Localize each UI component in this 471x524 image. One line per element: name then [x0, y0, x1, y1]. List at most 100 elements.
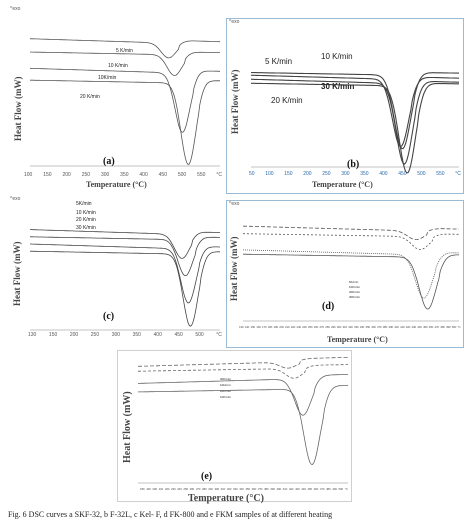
x-tick: 410 — [282, 487, 288, 491]
x-tick: 200 — [69, 332, 79, 338]
x-tick: °C — [344, 487, 348, 491]
x-tick: 240 — [177, 487, 182, 491]
x-tick-labels: 130 150 200 250 300 350 400 450 500 °C — [28, 332, 222, 338]
series-line — [243, 233, 459, 251]
x-tick: 320 — [226, 487, 232, 491]
x-axis-label: Temperature (°C) — [327, 335, 388, 344]
x-tick: 430 — [295, 487, 300, 491]
x-tick: 160 — [256, 325, 261, 329]
x-tick-labels: 180 190 200 210 220 230 240 250 260 270 … — [140, 487, 348, 491]
panel-label: (d) — [322, 301, 335, 312]
series-label: 30 K/min — [76, 225, 96, 231]
x-tick: 280 — [202, 487, 207, 491]
x-tick: 300 — [214, 487, 219, 491]
series-line — [251, 82, 460, 174]
x-tick: 500 — [451, 325, 457, 329]
series-line — [30, 79, 220, 165]
series-line — [250, 78, 459, 165]
series-line — [243, 253, 460, 310]
series-label: 30 K/min — [321, 82, 354, 91]
x-tick: 300 — [100, 172, 110, 178]
series-line — [138, 364, 348, 379]
x-tick: 100 — [24, 172, 33, 178]
series-label: 30K/min — [220, 377, 231, 381]
chart-plot-e: 30K/min 10k/min 20K/min 10K/min — [138, 356, 349, 484]
x-tick: 400 — [394, 325, 399, 329]
x-tick: 440 — [417, 325, 422, 329]
x-tick: 400 — [379, 171, 388, 177]
x-tick: 250 — [90, 332, 100, 338]
x-tick-labels: 130 140 150 160 170 180 190 200 210 220 … — [239, 325, 461, 329]
x-tick: 470 — [434, 325, 440, 329]
x-tick: 150 — [48, 332, 58, 338]
x-tick: 150 — [250, 325, 256, 329]
x-tick: 500 — [417, 171, 426, 177]
chart-panel-a: ^exo Heat Flow (mW) 5 K/min 10 K/min 10K/m… — [8, 6, 226, 192]
x-tick: 300 — [336, 325, 342, 329]
x-tick: 360 — [371, 325, 376, 329]
x-tick-labels: 50 100 150 200 250 300 350 400 450 500 5… — [249, 171, 461, 177]
chart-plot-b: 5 K/min 10 K/min 20 K/min 30 K/min — [250, 52, 460, 174]
x-tick: 250 — [183, 487, 188, 491]
x-tick: 280 — [325, 325, 330, 329]
series-label: 10 K/min — [108, 63, 128, 69]
x-tick: 200 — [152, 487, 157, 491]
series-line — [29, 67, 220, 133]
series-label: 10K/min — [349, 285, 360, 289]
x-tick: 340 — [239, 487, 244, 491]
x-tick: 210 — [158, 487, 164, 491]
x-tick: 490 — [332, 487, 337, 491]
x-tick: 350 — [132, 332, 141, 338]
x-tick: 450 — [398, 171, 407, 177]
chart-panel-b: ^exo Heat Flow (mW) 5 K/min 10 K/min 20 K/… — [226, 18, 464, 194]
series-line — [138, 356, 349, 369]
x-tick: 360 — [251, 487, 257, 491]
x-tick: 340 — [359, 325, 365, 329]
x-tick: 470 — [319, 487, 325, 491]
chart-panel-c: ^exo Heat Flow (mW) 5K/min 10 K/min 20 K/m… — [8, 196, 226, 346]
x-tick: 200 — [62, 172, 71, 178]
x-tick: 330 — [354, 325, 359, 329]
x-tick: 190 — [146, 487, 151, 491]
series-label: 20 K/min — [80, 94, 100, 100]
panel-label: (a) — [103, 156, 115, 167]
exo-mark: ^exo — [10, 196, 21, 202]
x-tick: °C — [216, 172, 222, 178]
x-tick: 240 — [302, 325, 307, 329]
x-axis-label: Temperature (°C) — [312, 180, 373, 189]
x-tick: 350 — [360, 171, 369, 177]
x-tick: 300 — [111, 332, 121, 338]
exo-mark: ^exo — [10, 6, 21, 12]
series-label: 5K/min — [349, 280, 359, 284]
x-tick: 50 — [249, 171, 255, 177]
series-label: 10k/min — [220, 383, 231, 387]
series-label: 10 K/min — [321, 52, 353, 61]
x-tick: 270 — [195, 487, 201, 491]
x-tick: 420 — [288, 487, 294, 491]
exo-mark: ^exo — [229, 19, 240, 25]
x-tick: 460 — [428, 325, 434, 329]
x-tick: 390 — [388, 325, 394, 329]
x-tick: 500 — [177, 172, 187, 178]
x-axis-label: Temperature (°C) — [86, 180, 147, 189]
series-line — [30, 236, 220, 277]
chart-panel-d: ^exo Heat Flow (mW) 5K/min 10K/min 20K/min… — [226, 200, 464, 348]
x-tick: 180 — [267, 325, 273, 329]
series-line — [243, 249, 459, 299]
x-tick: 370 — [377, 325, 382, 329]
x-tick: 220 — [290, 325, 296, 329]
x-tick: 400 — [153, 332, 162, 338]
panel-label: (e) — [201, 471, 213, 482]
x-tick: 440 — [301, 487, 306, 491]
series-label: 20 K/min — [76, 217, 96, 223]
x-axis-label: Temperature (°C) — [188, 493, 264, 504]
x-tick: 300 — [341, 171, 350, 177]
x-tick: 370 — [257, 487, 263, 491]
x-tick: 220 — [164, 487, 170, 491]
x-tick: 330 — [233, 487, 238, 491]
x-tick: 320 — [348, 325, 353, 329]
x-tick: 450 — [158, 172, 167, 178]
series-label: 10K/min — [220, 395, 231, 399]
x-tick: 130 — [239, 325, 244, 329]
x-tick: 250 — [322, 171, 331, 177]
